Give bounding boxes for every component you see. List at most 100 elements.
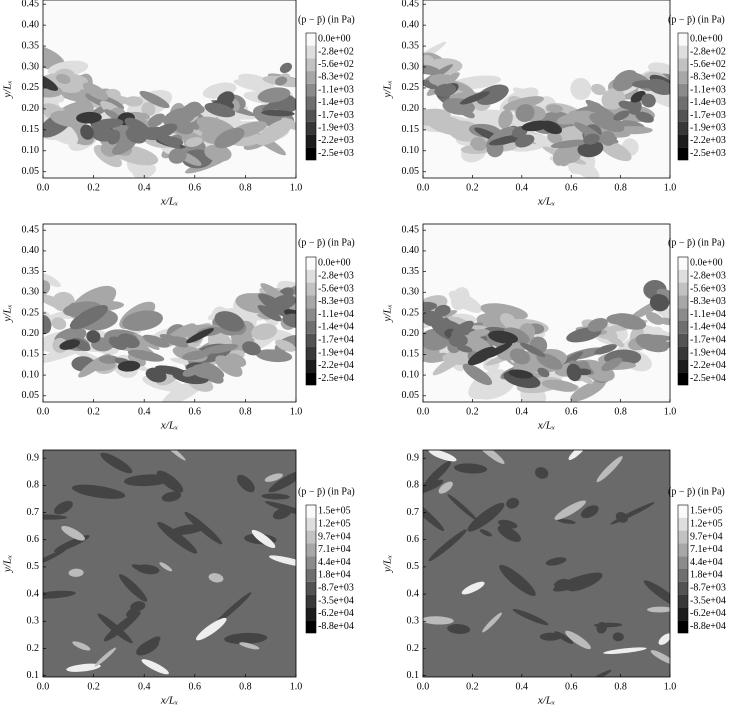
contour-blob bbox=[432, 347, 472, 376]
contour-blob bbox=[483, 342, 513, 359]
contour-blob bbox=[587, 318, 608, 332]
x-tick-label: 0.6 bbox=[189, 182, 202, 193]
y-tick-label: 0.05 bbox=[22, 390, 40, 401]
colorbar-swatch bbox=[678, 269, 688, 283]
contour-blob bbox=[576, 368, 592, 376]
colorbar-label: -1.7e+04 bbox=[690, 334, 726, 345]
colorbar-label: -1.9e+04 bbox=[318, 347, 354, 358]
contour-blob bbox=[428, 73, 449, 86]
x-tick-label: 0.0 bbox=[37, 406, 50, 417]
x-tick-label: 0.4 bbox=[138, 406, 151, 417]
colorbar-label: -2.2e+04 bbox=[690, 360, 726, 371]
contour-blob bbox=[43, 73, 58, 91]
contour-field bbox=[423, 224, 670, 402]
contour-blob bbox=[546, 104, 563, 113]
panel: 0.0 0.2 0.4 0.6 0.8 1.0 0.05 0.10 0.15 0.20 0.25 0.… bbox=[2, 223, 355, 432]
y-tick-label: 0.8 bbox=[407, 480, 420, 491]
x-tick-label: 0.8 bbox=[614, 681, 627, 692]
colorbar-label: 1.5e+05 bbox=[690, 506, 723, 517]
contour-blob bbox=[56, 73, 71, 85]
x-tick-label: 0.8 bbox=[239, 182, 252, 193]
colorbar-frame bbox=[677, 504, 689, 634]
panel: 0.0 0.2 0.4 0.6 0.8 1.0 0.05 0.10 0.15 0.20 0.25 0.… bbox=[382, 0, 726, 208]
contour-blob bbox=[72, 641, 91, 651]
x-tick-label: 0.6 bbox=[565, 406, 578, 417]
contour-blob bbox=[119, 574, 148, 602]
contour-blob bbox=[461, 581, 485, 595]
y-axis-label: y/Lₓ bbox=[2, 80, 14, 98]
colorbar-frame bbox=[305, 32, 317, 161]
contour-blob bbox=[54, 500, 73, 515]
contour-blob bbox=[191, 363, 222, 379]
colorbar-swatch bbox=[678, 543, 688, 557]
contour-blob bbox=[594, 344, 617, 355]
contour-blob bbox=[268, 469, 296, 493]
colorbar-label: -2.5e+04 bbox=[318, 373, 354, 384]
contour-blob bbox=[647, 606, 670, 613]
contour-blob bbox=[500, 313, 516, 327]
colorbar-label: -1.4e+03 bbox=[318, 97, 354, 108]
y-tick-label: 0.7 bbox=[27, 507, 40, 518]
contour-blob bbox=[100, 452, 133, 474]
colorbar-label: -2.8e+03 bbox=[690, 270, 726, 281]
colorbar-swatch bbox=[678, 556, 688, 569]
contour-blob bbox=[204, 144, 232, 162]
contour-blob bbox=[547, 131, 563, 144]
colorbar-label: -8.8e+04 bbox=[690, 621, 726, 632]
contour-blob bbox=[570, 379, 606, 402]
colorbar-swatch bbox=[678, 620, 688, 633]
contour-blob bbox=[163, 107, 196, 128]
colorbar-swatch bbox=[678, 359, 688, 373]
colorbar-swatch bbox=[306, 71, 316, 84]
colorbar-label: -2.2e+04 bbox=[318, 360, 354, 371]
contour-blob bbox=[606, 313, 632, 325]
colorbar-frame bbox=[305, 256, 317, 386]
contour-blob bbox=[462, 363, 493, 386]
colorbar-swatch bbox=[306, 517, 316, 531]
x-tick-label: 0.2 bbox=[466, 182, 479, 193]
contour-blob bbox=[155, 365, 188, 376]
colorbar-swatch bbox=[306, 147, 316, 160]
contour-blob bbox=[656, 288, 670, 306]
x-tick-label: 0.6 bbox=[189, 681, 202, 692]
colorbar-label: -2.5e+04 bbox=[690, 373, 726, 384]
colorbar-label: -2.8e+03 bbox=[318, 270, 354, 281]
contour-blob bbox=[448, 333, 468, 348]
y-tick-label: 0.30 bbox=[402, 287, 420, 298]
y-tick-label: 0.10 bbox=[22, 145, 40, 156]
colorbar-swatch bbox=[678, 109, 688, 122]
y-tick-label: 0.45 bbox=[402, 0, 420, 9]
colorbar-label: 0.0e+00 bbox=[318, 34, 351, 45]
colorbar-swatch bbox=[306, 569, 316, 582]
colorbar-title: (p − p̄) (in Pa) bbox=[668, 486, 725, 497]
colorbar-label: -5.6e+03 bbox=[690, 283, 726, 294]
contour-blob bbox=[488, 330, 519, 344]
contour-blob bbox=[141, 101, 156, 117]
x-tick-label: 0.4 bbox=[516, 681, 529, 692]
contour-blob bbox=[641, 93, 656, 108]
contour-blob bbox=[182, 350, 210, 361]
colorbar-swatch bbox=[678, 257, 688, 270]
colorbar-swatch bbox=[306, 58, 316, 72]
contour-blob bbox=[476, 84, 509, 105]
colorbar-swatch bbox=[306, 372, 316, 385]
contour-blob bbox=[423, 460, 452, 489]
colorbar-label: -1.1e+03 bbox=[690, 84, 726, 95]
colorbar-label: -1.9e+04 bbox=[690, 347, 726, 358]
y-tick-label: 0.25 bbox=[22, 307, 40, 318]
x-tick-label: 0.2 bbox=[87, 182, 100, 193]
y-tick-label: 0.05 bbox=[22, 166, 40, 177]
y-tick-label: 0.4 bbox=[407, 588, 420, 599]
contour-blob bbox=[457, 106, 475, 119]
contour-blob bbox=[498, 109, 513, 129]
contour-blob bbox=[225, 353, 247, 368]
contour-blob bbox=[186, 328, 214, 344]
colorbar-label: -6.2e+04 bbox=[318, 608, 354, 619]
contour-blob bbox=[117, 333, 140, 349]
contour-blob bbox=[264, 473, 283, 482]
contour-blob bbox=[503, 96, 545, 111]
colorbar-label: -8.3e+03 bbox=[690, 296, 726, 307]
contour-blob bbox=[506, 497, 520, 509]
contour-field bbox=[423, 0, 670, 178]
y-tick-label: 0.25 bbox=[402, 82, 420, 93]
